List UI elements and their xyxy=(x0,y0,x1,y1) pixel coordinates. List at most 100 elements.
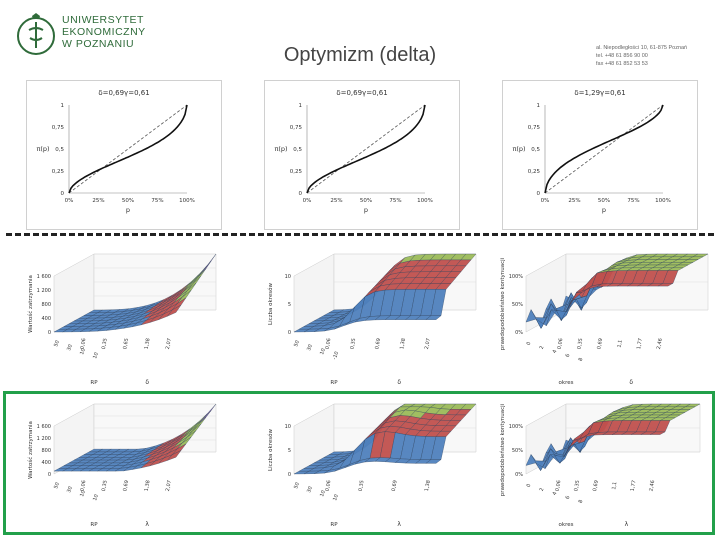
address-line: tel. +48 61 856 90 00 xyxy=(596,53,648,59)
width-tick-label: 0,06 xyxy=(557,338,565,350)
y-tick-label: 0 xyxy=(537,191,541,197)
y-tick-label: 0,75 xyxy=(290,125,303,131)
surface-chart: 0 5 10 Liczba okresów 0,06 0,35 0,69 1,38 2,07 50… xyxy=(264,246,484,390)
x-tick-label: 0% xyxy=(541,198,550,204)
width-tick-label: 2,07 xyxy=(165,480,173,492)
width-tick-label: 1,1 xyxy=(611,481,618,490)
weighting-curve-svg: δ=0,69γ=0,61 0 0,25 0,5 0,75 1 0% 25% 50% 75% 100%… xyxy=(274,89,433,214)
x-tick-label: 25% xyxy=(330,198,342,204)
y-tick-label: 1 xyxy=(299,103,303,109)
depth-tick-label: 8 xyxy=(578,357,585,362)
z-tick-label: 400 xyxy=(41,460,51,466)
z-tick-label: 400 xyxy=(41,316,51,322)
x-tick-label: 0% xyxy=(65,198,74,204)
diagonal-reference-line xyxy=(68,104,188,194)
z-tick-label: 0 xyxy=(288,472,291,478)
depth-tick-label: 0 xyxy=(526,341,533,346)
width-tick-label: 0,65 xyxy=(122,338,130,350)
address-block: al. Niepodległości 10, 61-875 Poznań tel… xyxy=(596,44,687,68)
z-tick-label: 1 200 xyxy=(37,288,51,294)
y-tick-label: 1 xyxy=(537,103,541,109)
z-axis-label: prawdopodobieństwo kontynuacji xyxy=(499,403,506,496)
z-tick-label: 0 xyxy=(48,472,51,478)
weighting-function-curve xyxy=(306,104,426,194)
surface-facet xyxy=(650,431,666,435)
surface-chart: 0% 50% 100% prawdopodobieństwo kontynuacji 0… xyxy=(496,246,716,390)
x-axis-label: p xyxy=(602,206,606,214)
width-tick-label: 1,38 xyxy=(424,480,432,492)
axis-label-primary: RP xyxy=(330,522,338,528)
depth-tick-label: 10 xyxy=(92,494,100,502)
university-name: UNIWERSYTET EKONOMICZNY W POZNANIU xyxy=(62,14,146,50)
surface-facet xyxy=(425,315,442,320)
z-tick-label: 10 xyxy=(285,274,291,280)
z-tick-label: 5 xyxy=(288,302,291,308)
axis-label-primary: RP xyxy=(330,380,338,386)
width-tick-label: 2,46 xyxy=(648,480,656,492)
width-tick-label: 0,35 xyxy=(358,480,366,492)
surface-chart-svg: 0% 50% 100%prawdopodobieństwo kontynuacji 0… xyxy=(499,403,701,528)
depth-tick-label: 2 xyxy=(539,345,546,350)
university-name-line: UNIWERSYTET xyxy=(62,14,144,26)
z-tick-label: 100% xyxy=(509,274,524,280)
depth-tick-label: 30 xyxy=(306,344,314,352)
diagonal-reference-line xyxy=(306,104,426,194)
z-tick-label: 800 xyxy=(41,302,51,308)
x-tick-label: 75% xyxy=(389,198,401,204)
width-tick-label: 0,69 xyxy=(596,338,604,350)
depth-tick-label: 6 xyxy=(565,353,572,358)
axis-label-secondary: δ xyxy=(629,379,633,386)
z-tick-label: 50% xyxy=(512,448,523,454)
x-tick-label: 50% xyxy=(122,198,134,204)
depth-tick-label: 10 xyxy=(319,348,327,356)
z-tick-label: 0% xyxy=(515,330,523,336)
z-tick-label: 0% xyxy=(515,472,523,478)
surface-chart-svg: 0% 50% 100%prawdopodobieństwo kontynuacji 0… xyxy=(499,253,709,386)
surface-facet xyxy=(167,304,182,317)
z-tick-label: 5 xyxy=(288,448,291,454)
surface-chart: 0 400 800 1 200 1 600 Wartość zatrzymania 0,06… xyxy=(24,246,224,390)
z-axis-label: prawdopodobieństwo kontynuacji xyxy=(499,257,506,350)
axis-label-secondary: δ xyxy=(397,379,401,386)
z-tick-label: 100% xyxy=(509,424,524,430)
z-tick-label: 50% xyxy=(512,302,523,308)
x-axis-label: p xyxy=(364,206,368,214)
y-tick-label: 0,25 xyxy=(528,169,541,175)
surface-chart-svg: 0 5 10 Liczba okresów 0,06 0,35 0,69 1,38 50 30 10… xyxy=(267,403,477,528)
surface-chart-svg: 0 5 10 Liczba okresów 0,06 0,35 0,69 1,38 2,07 50… xyxy=(267,253,477,386)
x-tick-label: 25% xyxy=(568,198,580,204)
axis-label-secondary: λ xyxy=(397,521,401,528)
y-tick-label: 0,25 xyxy=(290,169,303,175)
z-axis-label: Wartość zatrzymania xyxy=(27,275,34,333)
width-tick-label: 1,38 xyxy=(144,338,152,350)
z-axis-label: Liczba okresów xyxy=(267,283,274,325)
depth-tick-label: 50 xyxy=(293,482,301,490)
y-tick-label: 0,5 xyxy=(293,147,302,153)
x-tick-label: 75% xyxy=(627,198,639,204)
depth-tick-label: 30 xyxy=(66,344,74,352)
width-tick-label: 0,69 xyxy=(374,338,382,350)
width-tick-label: 0,06 xyxy=(80,480,88,492)
highlight-frame xyxy=(3,391,715,535)
width-tick-label: 1,1 xyxy=(617,339,624,348)
depth-tick-label: 4 xyxy=(552,491,559,496)
x-tick-label: 100% xyxy=(655,198,671,204)
depth-tick-label: 10 xyxy=(79,490,87,498)
width-tick-label: 0,69 xyxy=(391,480,399,492)
z-axis-label: Wartość zatrzymania xyxy=(27,421,34,479)
x-tick-label: 100% xyxy=(417,198,433,204)
address-line: al. Niepodległości 10, 61-875 Poznań xyxy=(596,45,688,51)
surface-chart: 0% 50% 100% prawdopodobieństwo kontynuacji 0… xyxy=(496,396,708,532)
z-tick-label: 1 600 xyxy=(37,424,51,430)
surface-chart: 0 400 800 1 200 1 600 Wartość zatrzymania 0,06… xyxy=(24,396,224,532)
dashed-separator xyxy=(6,233,714,236)
y-tick-label: 1 xyxy=(61,103,65,109)
weighting-curve-svg: δ=1,29γ=0,61 0 0,25 0,5 0,75 1 0% 25% 50% 75% 100%… xyxy=(512,89,671,214)
depth-tick-label: 8 xyxy=(578,499,585,504)
x-tick-label: 25% xyxy=(92,198,104,204)
weighting-curve-chart: δ=0,69γ=0,61 0 0,25 0,5 0,75 1 0% 25% 50% 75% 100%… xyxy=(264,80,460,230)
weighting-function-curve xyxy=(544,104,664,194)
axis-label-primary: okres xyxy=(559,522,574,528)
y-axis-label: π(p) xyxy=(274,145,287,153)
